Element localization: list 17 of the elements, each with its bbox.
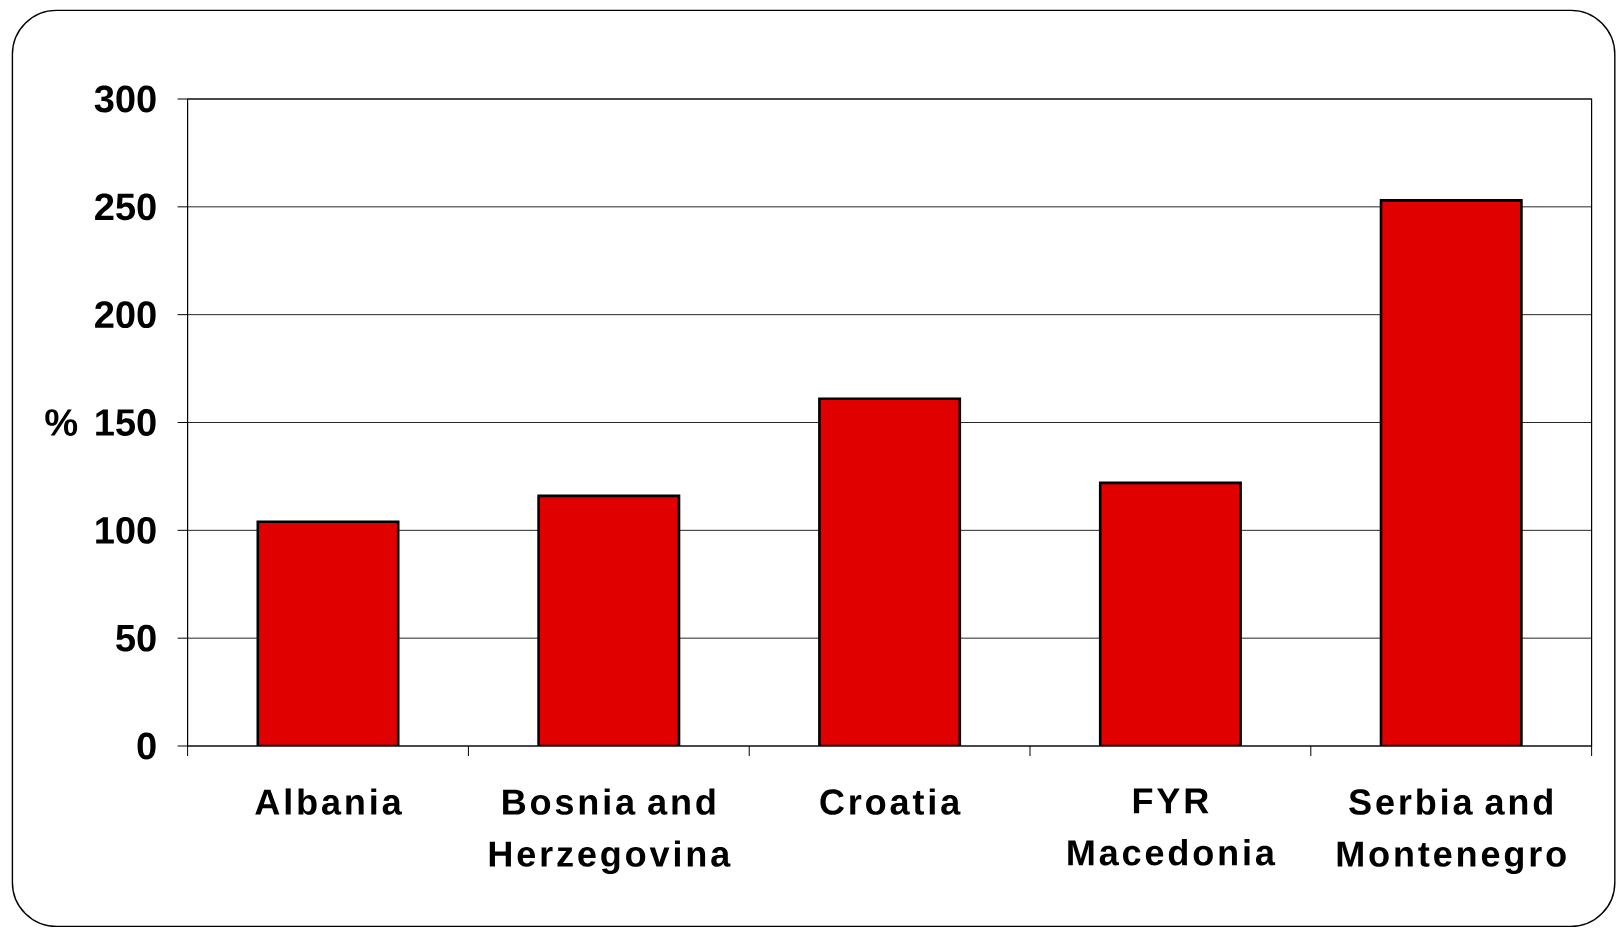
x-tick-label: Albania bbox=[255, 788, 402, 815]
x-tick-label: Bosnia and Herzegovina bbox=[489, 788, 731, 875]
y-axis-title: % bbox=[45, 409, 78, 436]
bar bbox=[1379, 199, 1523, 746]
x-tick-label: Serbia and Montenegro bbox=[1337, 788, 1566, 875]
bar bbox=[537, 494, 681, 746]
y-tick-label: 50 bbox=[116, 624, 156, 652]
y-tick-label: 250 bbox=[95, 193, 156, 221]
y-tick-label: 300 bbox=[94, 85, 156, 113]
bar bbox=[256, 520, 400, 746]
y-tick-label: 100 bbox=[96, 516, 156, 544]
x-tick-label: Croatia bbox=[820, 788, 961, 815]
bar bbox=[818, 397, 962, 746]
y-tick-label: 0 bbox=[137, 732, 156, 760]
x-tick-label: FYR Macedonia bbox=[1068, 788, 1276, 866]
y-tick-label: 200 bbox=[95, 301, 156, 329]
y-tick-label: 150 bbox=[96, 409, 156, 436]
